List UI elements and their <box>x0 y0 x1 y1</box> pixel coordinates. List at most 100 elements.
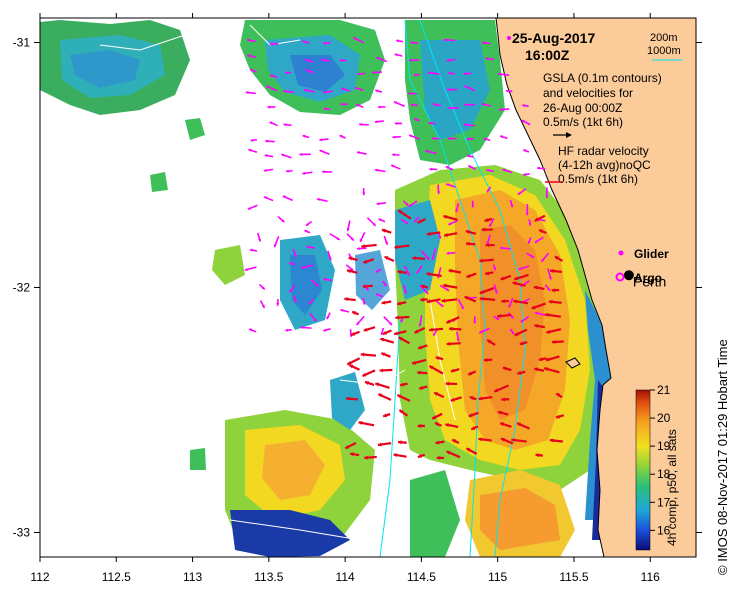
hf-arrow-head <box>434 422 439 427</box>
hf-arrow-head <box>400 382 405 387</box>
x-tick-label: 115 <box>488 570 507 584</box>
gsla-legend-line2: and velocities for <box>543 86 633 100</box>
gsla-arrow-head <box>282 195 286 199</box>
hf-arrow-head <box>501 299 505 304</box>
hf-arrow-head <box>399 409 404 414</box>
gsla-arrow-head <box>498 108 502 112</box>
gsla-arrow-head <box>341 87 345 91</box>
gsla-arrow-head <box>247 38 251 42</box>
hf-arrow-head <box>421 284 425 289</box>
gsla-arrow-head <box>261 305 265 309</box>
hf-arrow-head <box>479 290 484 294</box>
hf-arrow-head <box>445 423 450 428</box>
hf-arrow-head <box>554 256 559 260</box>
hf-arrow-head <box>435 440 440 445</box>
gsla-arrow-head <box>302 134 306 138</box>
gsla-arrow-head <box>281 153 285 157</box>
hf-arrow-head <box>452 439 457 444</box>
gsla-arrow-head <box>374 120 378 124</box>
gsla-arrow-head <box>445 166 449 170</box>
x-tick-label: 114 <box>336 570 355 584</box>
gsla-arrow-head <box>308 301 312 305</box>
hf-arrow-head <box>377 442 382 447</box>
gsla-arrow-head <box>323 277 326 281</box>
gsla-arrow-head <box>483 137 487 141</box>
hf-arrow-head <box>519 341 524 346</box>
hf-arrow-head <box>419 385 424 390</box>
hf-arrow-head <box>444 232 448 237</box>
gsla-arrow-head <box>508 304 512 308</box>
gsla-arrow-head <box>353 37 357 41</box>
gsla-arrow-head <box>276 303 280 306</box>
gsla-arrow-head <box>385 241 388 245</box>
gsla-arrow-head <box>340 102 344 106</box>
gsla-arrow-head <box>301 265 305 269</box>
x-tick-label: 115.5 <box>559 570 588 584</box>
gsla-arrow-head <box>496 316 500 320</box>
hf-arrow-head <box>443 214 448 219</box>
hf-arrow-head <box>531 305 536 310</box>
gsla-arrow-head <box>414 118 418 122</box>
gsla-arrow-head <box>486 168 490 172</box>
gsla-arrow-head <box>522 104 526 108</box>
gsla-arrow-head <box>392 135 396 139</box>
gsla-arrow-head <box>456 338 460 342</box>
gsla-arrow-head <box>293 253 297 257</box>
gsla-arrow-head <box>437 191 441 195</box>
colorbar-ticks: 21 20 19 18 17 16 <box>650 383 671 537</box>
gsla-arrow-head <box>264 154 268 158</box>
hf-legend-line1: HF radar velocity <box>558 144 649 158</box>
hf-arrow-head <box>487 339 492 344</box>
hf-arrow-head <box>535 453 540 458</box>
hf-arrow-head <box>397 394 402 399</box>
gsla-arrow-head <box>487 189 490 193</box>
gsla-arrow-head <box>389 322 393 326</box>
y-tick-label: -32 <box>13 281 31 295</box>
gsla-arrow-head <box>425 290 429 294</box>
hf-arrow-head <box>483 357 488 363</box>
x-tick-label: 113 <box>183 570 202 584</box>
gsla-arrow-head <box>357 72 361 76</box>
colorbar-tick-label: 17 <box>657 495 671 509</box>
gsla-arrow-head <box>283 89 287 93</box>
hf-arrow-head <box>448 268 453 273</box>
hf-arrow-head <box>478 396 483 401</box>
hf-arrow-head <box>398 440 402 445</box>
hf-arrow-head <box>511 438 515 443</box>
gsla-arrow-head <box>528 222 532 226</box>
hf-arrow-head <box>514 332 519 336</box>
gsla-arrow-head <box>372 70 375 75</box>
gsla-arrow-head <box>426 256 430 260</box>
x-tick-label: 114.5 <box>407 570 436 584</box>
gsla-arrow-head <box>323 41 326 45</box>
gsla-arrow-head <box>247 54 251 58</box>
hf-arrow-head <box>468 371 473 376</box>
gsla-arrow-head <box>493 267 497 271</box>
hf-arrow-head <box>395 315 399 320</box>
gsla-arrow-head <box>376 293 380 297</box>
gsla-velocity-arrows <box>244 36 552 342</box>
hf-arrow-head <box>538 357 543 362</box>
gsla-arrow-head <box>448 71 452 75</box>
hf-arrow-head <box>434 392 439 396</box>
gsla-arrow-head <box>468 165 472 169</box>
gsla-arrow-head <box>375 269 379 273</box>
x-tick-label: 112.5 <box>102 570 131 584</box>
hf-arrow-head <box>497 313 501 319</box>
gsla-arrow-head <box>425 149 428 153</box>
gsla-arrow-head <box>315 283 319 287</box>
x-tick-label: 113.5 <box>254 570 283 584</box>
legend-200m: 200m <box>650 32 678 44</box>
hf-arrow-head <box>429 327 433 332</box>
hf-arrow-head <box>417 370 421 375</box>
gsla-arrow-head <box>502 168 506 172</box>
gsla-arrow-head <box>510 315 514 319</box>
gsla-arrow-head <box>418 323 422 327</box>
hf-arrow-head <box>350 452 354 457</box>
gsla-arrow-head <box>299 152 302 156</box>
gsla-arrow-head <box>365 287 369 291</box>
gsla-arrow-head <box>410 41 414 45</box>
gsla-arrow-head <box>409 134 413 138</box>
gsla-arrow-head <box>375 89 379 93</box>
gsla-arrow-head <box>521 120 525 123</box>
